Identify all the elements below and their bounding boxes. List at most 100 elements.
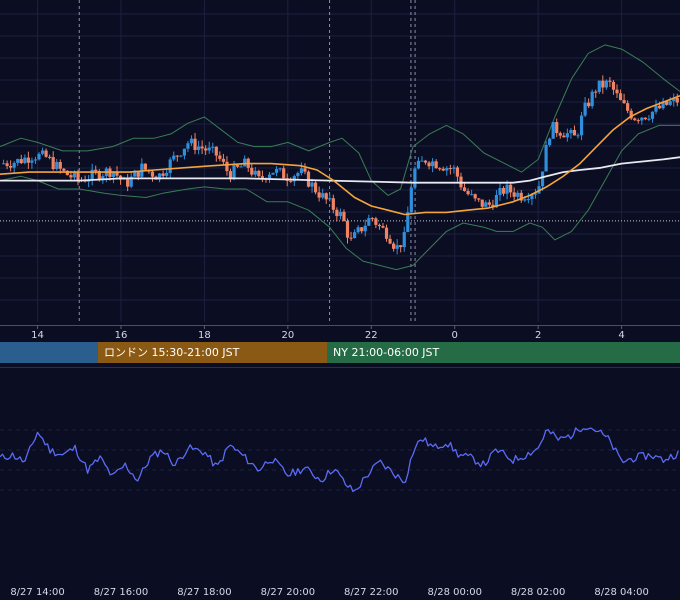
candle-body [594, 91, 598, 93]
candle-body [544, 145, 548, 172]
candle-body [665, 101, 669, 105]
candle-body [548, 138, 552, 146]
osc-x-tick-label: 8/27 20:00 [261, 587, 315, 598]
candle-body [377, 224, 382, 227]
candle-body [374, 218, 378, 225]
candle-body [540, 171, 545, 187]
candle-body [668, 101, 672, 105]
candle-body [604, 80, 608, 88]
candle-body [579, 115, 584, 136]
candle-body [470, 194, 474, 196]
candle-body [657, 105, 662, 109]
candle-body [48, 156, 52, 158]
candle-body [565, 133, 569, 138]
candle-body [338, 211, 343, 217]
candle-body [274, 168, 279, 173]
candle-body [370, 218, 374, 220]
bollinger-lower-line [0, 124, 680, 271]
candle-body [182, 148, 186, 156]
candle-body [636, 120, 640, 122]
candle-body [51, 157, 55, 170]
candle-body [462, 187, 467, 192]
candle-body [420, 160, 424, 162]
candle-body [26, 157, 30, 163]
price-panel-x-axis: 14 16 18 20 22 0 2 4 [31, 325, 625, 341]
candle-body [136, 170, 140, 177]
candle-body [76, 172, 80, 180]
candle-body [356, 227, 360, 233]
candle-body [126, 178, 130, 187]
osc-x-tick-label: 8/28 04:00 [594, 587, 648, 598]
candle-body [189, 138, 194, 144]
price-panel-border [0, 325, 680, 326]
candle-body [317, 192, 321, 198]
candle-body [313, 182, 318, 193]
candle-body [423, 160, 428, 163]
candle-body [576, 135, 580, 137]
candle-body [431, 161, 435, 167]
candle-body [40, 150, 45, 154]
candle-body [211, 146, 215, 148]
candle-body [321, 193, 325, 198]
candle-body [250, 167, 254, 175]
candle-body [19, 159, 23, 164]
candle-body [175, 155, 179, 157]
candle-body [1, 163, 6, 165]
candle-body [551, 122, 555, 139]
candle-body [675, 97, 679, 103]
candle-body [214, 146, 218, 156]
candle-body [505, 184, 509, 194]
candle-body [204, 148, 208, 151]
candle-body [30, 160, 34, 163]
candle-body [296, 173, 300, 177]
x-tick-label: 14 [31, 330, 44, 341]
candle-body [133, 170, 137, 177]
osc-x-tick-label: 8/27 16:00 [94, 587, 148, 598]
osc-x-tick-label: 8/27 18:00 [177, 587, 231, 598]
candle-body [243, 158, 247, 167]
candle-body [445, 168, 449, 171]
candle-body [143, 163, 147, 170]
candle-body [186, 143, 190, 149]
candle-body [473, 194, 477, 199]
oscillator-grid [0, 429, 680, 491]
candle-body [533, 193, 538, 195]
candle-body [44, 150, 48, 157]
candle-body [395, 245, 399, 249]
candle-body [232, 165, 236, 180]
candle-body [618, 93, 623, 101]
candle-body [37, 153, 41, 160]
price-candles [1, 75, 679, 255]
x-tick-label: 18 [198, 330, 211, 341]
candle-body [179, 155, 183, 157]
candle-body [310, 182, 314, 187]
candle-body [498, 187, 502, 195]
candle-body [342, 211, 346, 221]
candle-body [491, 204, 495, 208]
x-tick-label: 4 [618, 330, 624, 341]
candle-body [516, 192, 520, 197]
candle-body [235, 165, 240, 167]
osc-x-tick-label: 8/28 02:00 [511, 587, 565, 598]
candle-body [562, 135, 566, 138]
candle-body [225, 161, 229, 172]
candle-body [399, 245, 403, 248]
candle-body [537, 186, 541, 194]
oscillator-line [0, 427, 679, 493]
candle-body [640, 117, 644, 121]
candle-body [111, 171, 116, 177]
osc-x-tick-label: 8/27 22:00 [344, 587, 398, 598]
candle-body [512, 192, 516, 197]
candle-body [23, 157, 27, 164]
candle-body [55, 161, 59, 170]
candle-body [157, 173, 162, 180]
candle-body [392, 243, 396, 249]
moving-averages [0, 95, 680, 216]
candle-body [452, 167, 456, 169]
candle-body [601, 80, 605, 88]
candle-body [253, 170, 257, 175]
candle-body [5, 163, 9, 166]
candle-body [33, 159, 38, 161]
candle-body [519, 192, 523, 201]
candle-body [9, 165, 13, 168]
